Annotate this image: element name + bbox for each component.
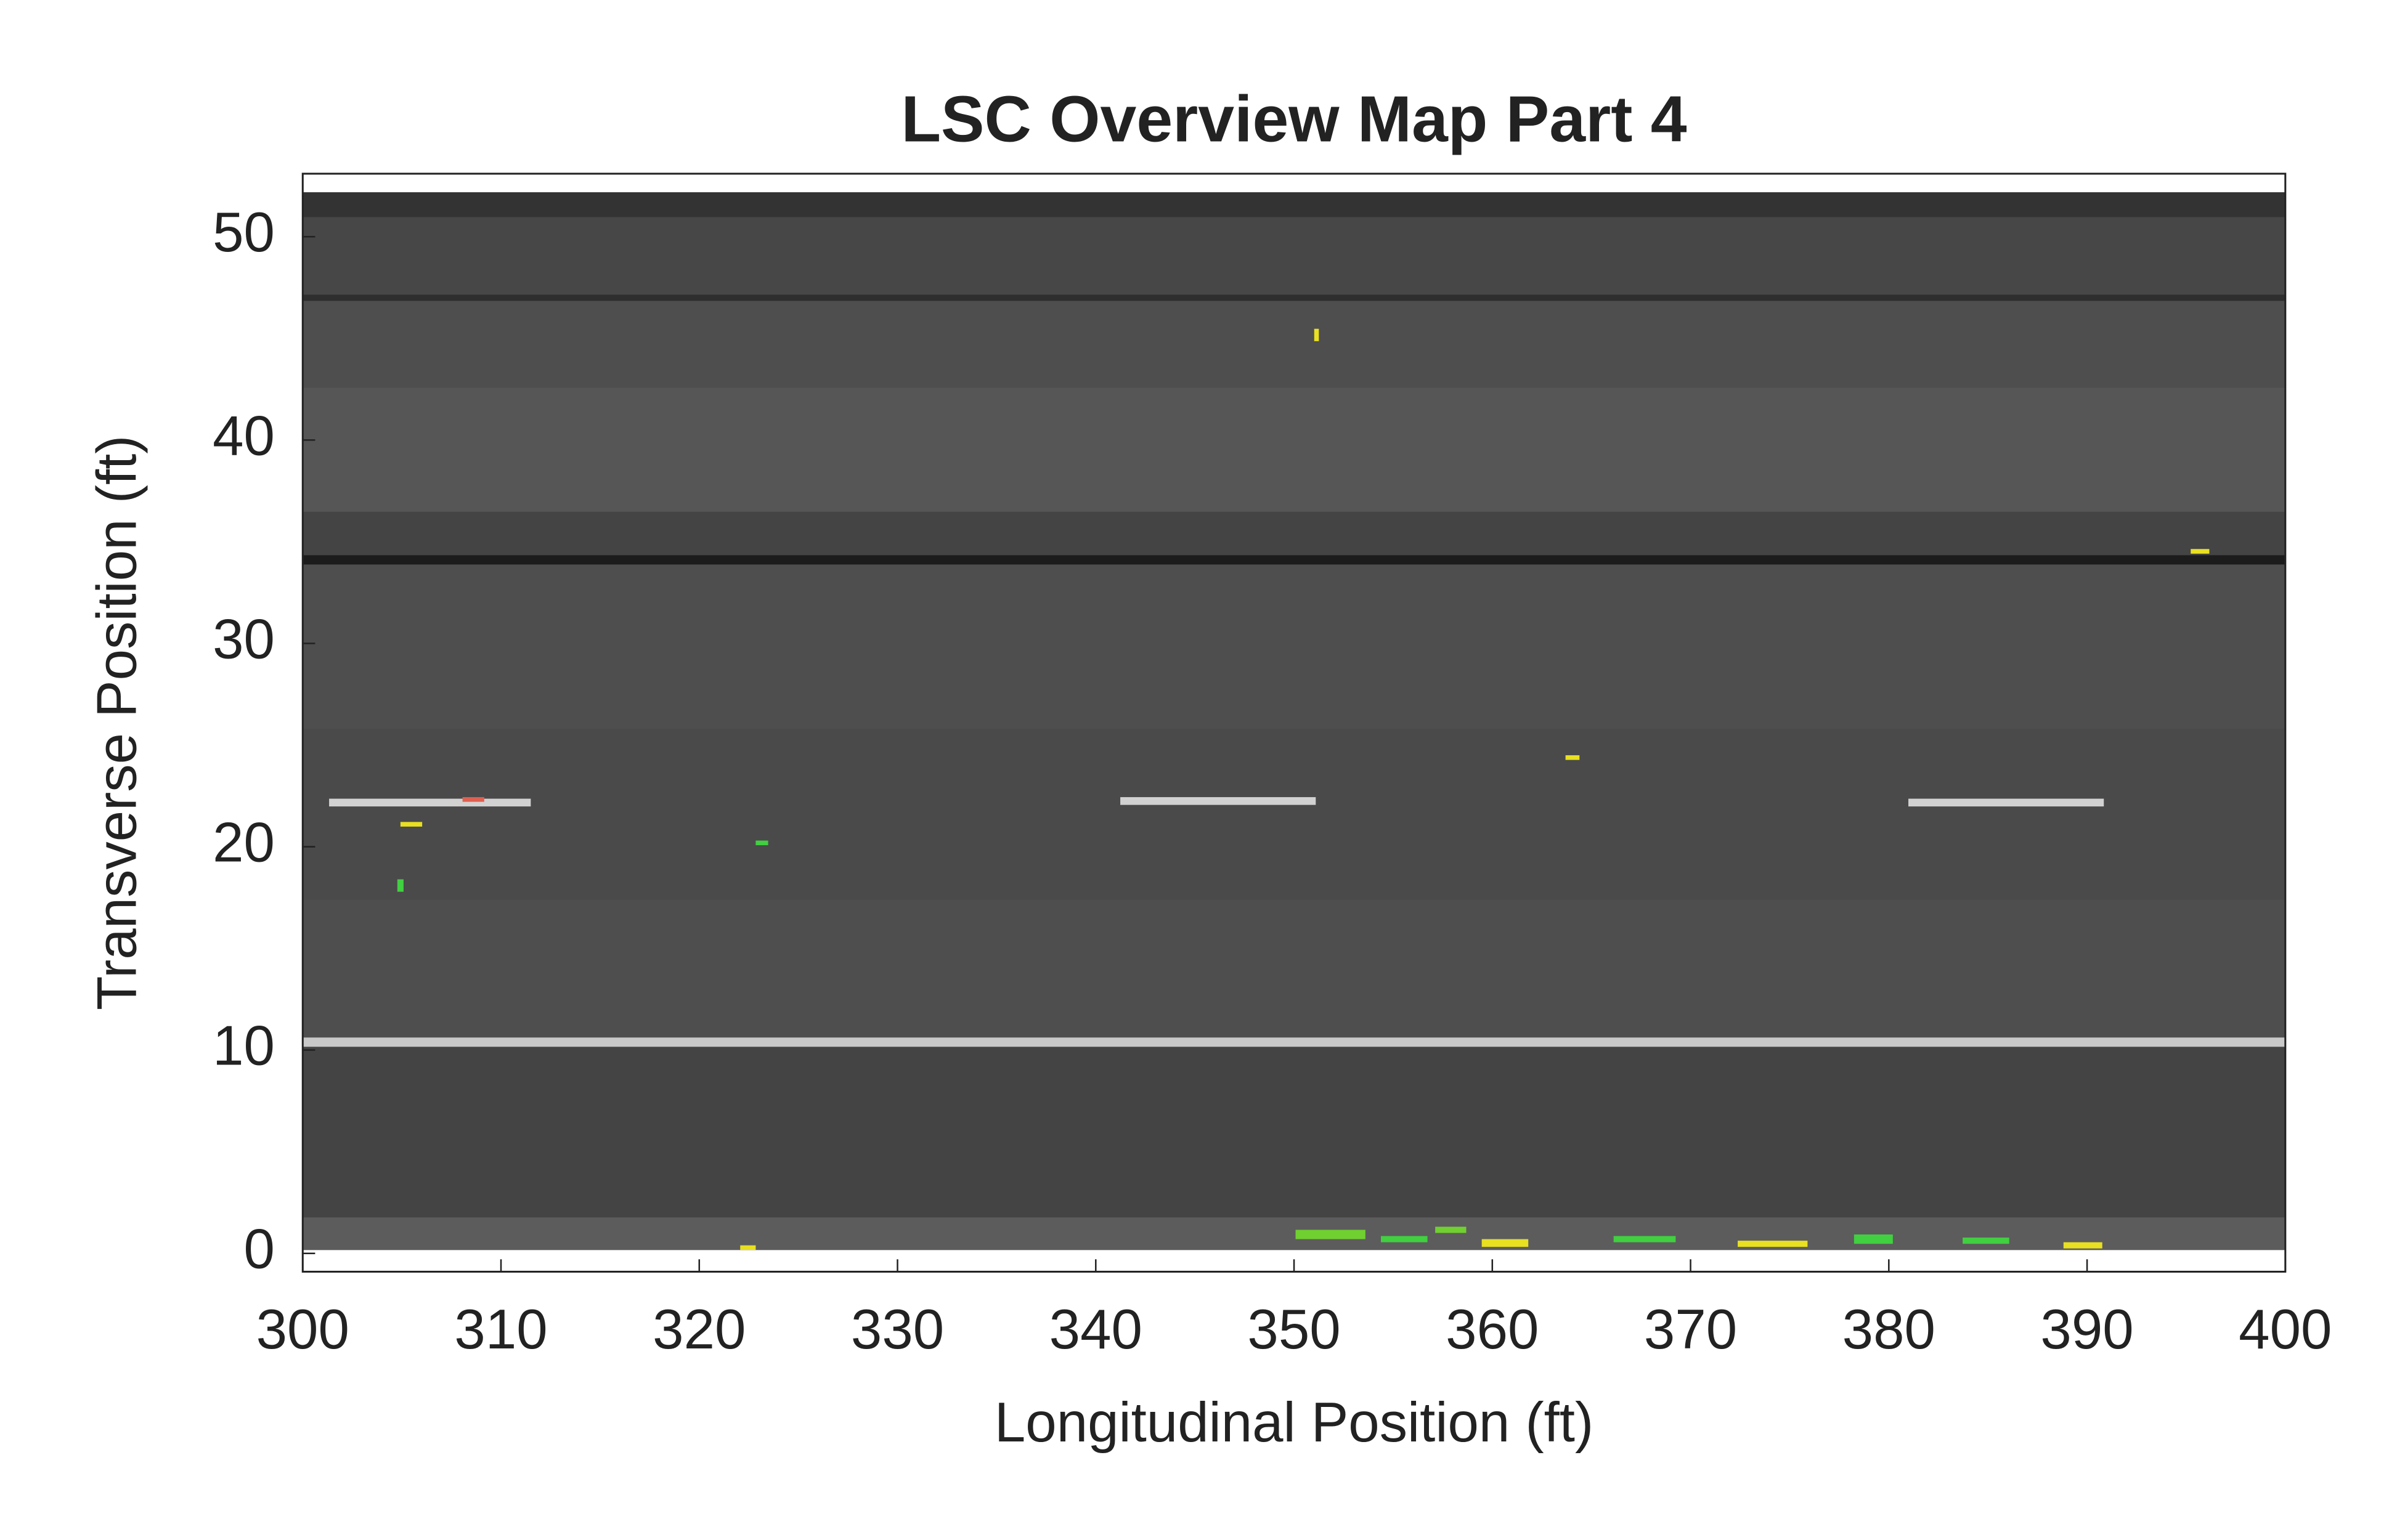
road-image: [303, 192, 2285, 1250]
defect: [1854, 1234, 1893, 1244]
y-tick-label: 20: [213, 812, 275, 874]
edge-line: [303, 1037, 2285, 1047]
defect: [1295, 1230, 1365, 1239]
band: [303, 511, 2285, 556]
y-tick-label: 30: [213, 608, 275, 670]
joint: [303, 294, 2285, 301]
band: [303, 1047, 2285, 1218]
defect: [462, 797, 484, 802]
defect: [2063, 1242, 2102, 1249]
y-tick-label: 50: [213, 201, 275, 264]
shoulder-edge: [303, 192, 2285, 217]
defect: [397, 879, 404, 892]
lane-dash: [329, 798, 531, 807]
defect: [1435, 1226, 1467, 1233]
defect: [2191, 549, 2210, 554]
x-tick-label: 300: [256, 1299, 349, 1361]
shoulder: [303, 1217, 2285, 1250]
x-tick-label: 310: [454, 1299, 547, 1361]
x-axis-label: Longitudinal Position (ft): [995, 1392, 1593, 1454]
y-axis-label: Transverse Position (ft): [86, 436, 149, 1010]
y-tick-label: 40: [213, 405, 275, 467]
defect: [1565, 755, 1580, 760]
defect: [1381, 1236, 1428, 1242]
lane-dash: [1120, 797, 1316, 805]
defect: [400, 822, 423, 827]
x-tick-label: 390: [2040, 1299, 2133, 1361]
x-tick-label: 330: [851, 1299, 944, 1361]
defect: [1963, 1238, 2009, 1244]
band: [303, 387, 2285, 512]
y-tick-label: 10: [213, 1015, 275, 1077]
lane-dash: [1908, 798, 2104, 807]
x-tick-label: 360: [1446, 1299, 1539, 1361]
x-tick-label: 350: [1247, 1299, 1340, 1361]
lane-joint: [303, 555, 2285, 565]
x-tick-label: 380: [1842, 1299, 1935, 1361]
defect: [1613, 1236, 1676, 1242]
x-tick-label: 340: [1049, 1299, 1142, 1361]
band: [303, 729, 2285, 900]
x-tick-label: 320: [653, 1299, 746, 1361]
chart-title: LSC Overview Map Part 4: [901, 83, 1687, 155]
y-tick-label: 0: [244, 1218, 275, 1281]
shoulder: [303, 217, 2285, 295]
x-tick-label: 400: [2239, 1299, 2332, 1361]
defect: [1738, 1241, 1808, 1247]
defect: [740, 1245, 756, 1250]
defect: [1481, 1239, 1529, 1247]
x-tick-label: 370: [1644, 1299, 1737, 1361]
defect: [755, 840, 768, 846]
defect: [1314, 328, 1319, 341]
